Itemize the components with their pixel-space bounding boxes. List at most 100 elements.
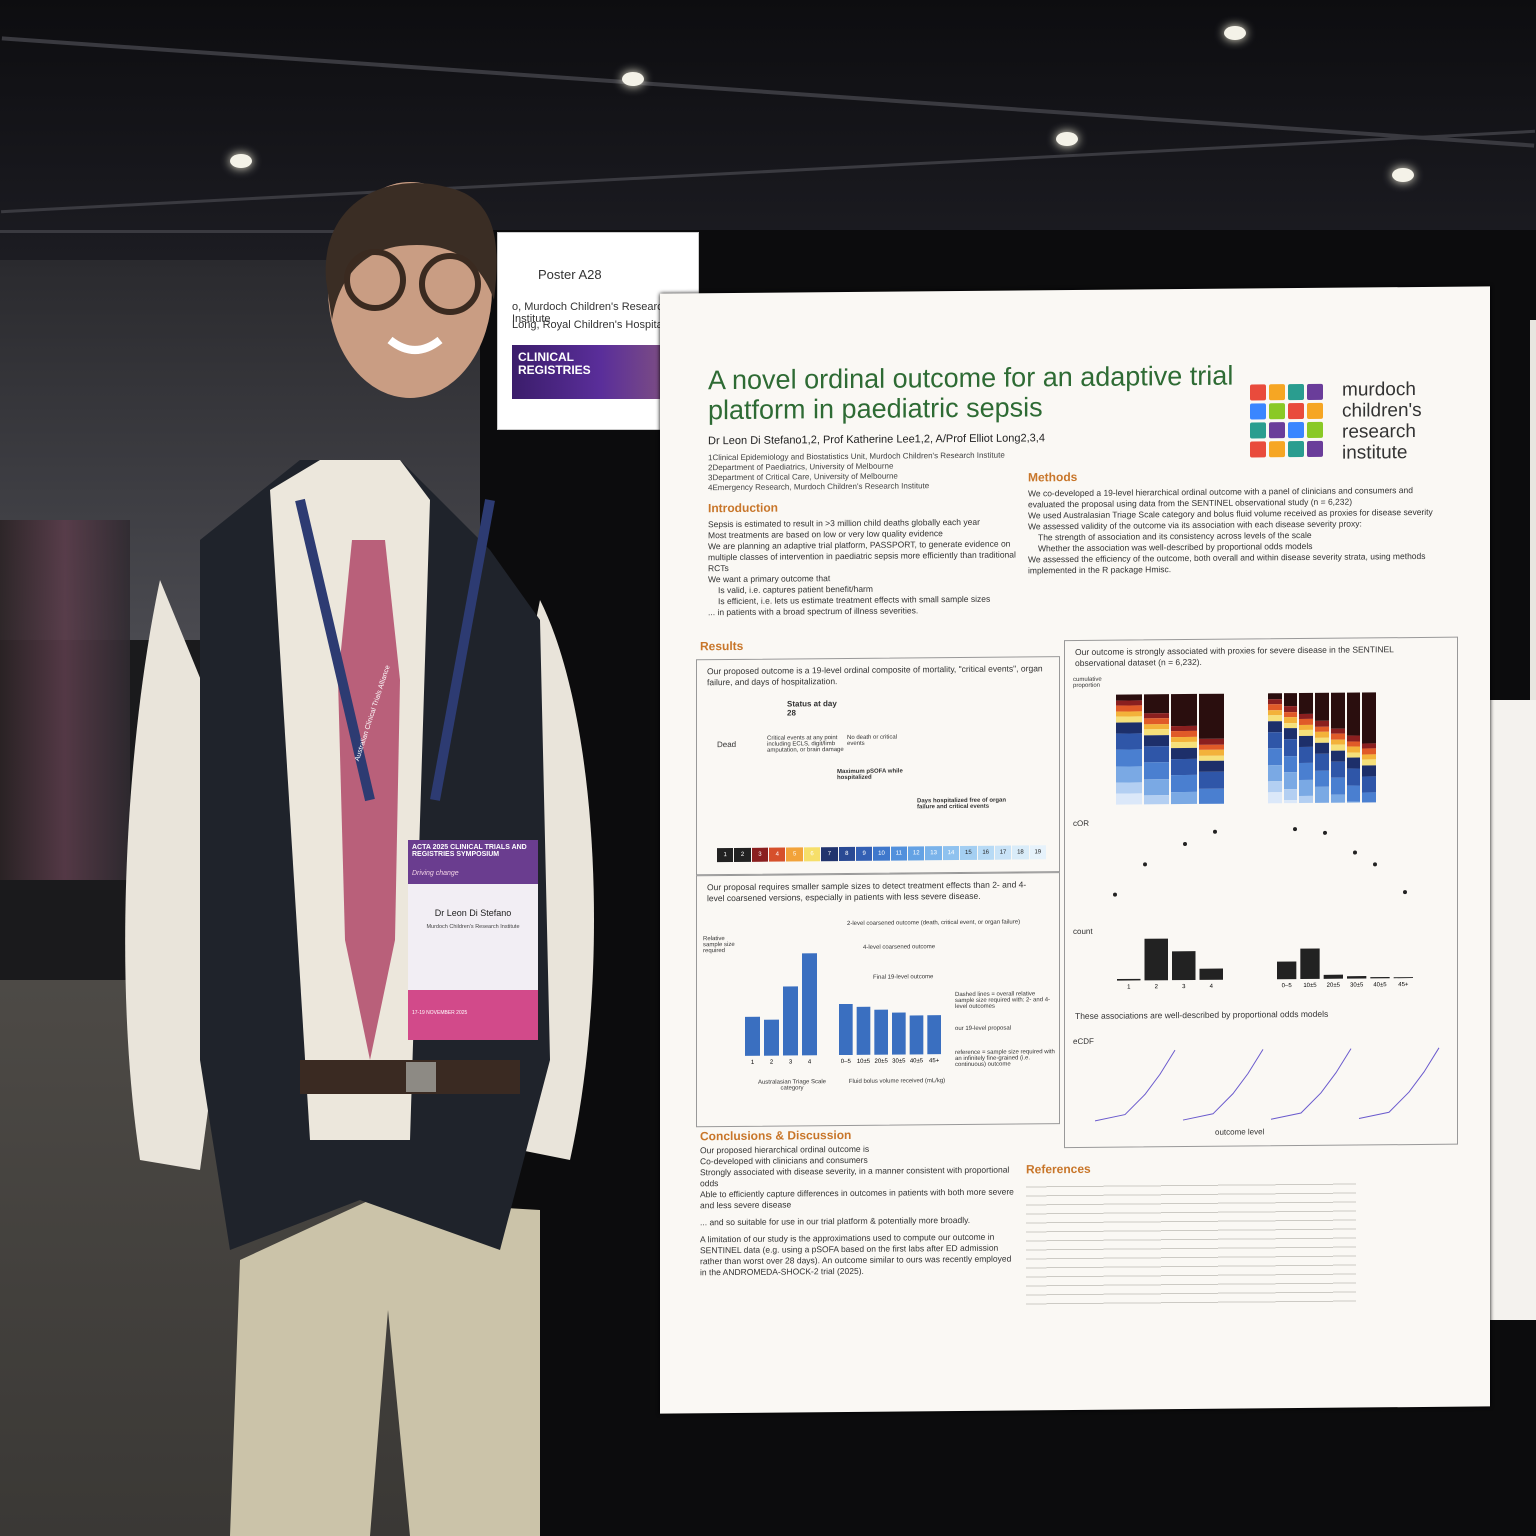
references-heading: References — [1026, 1161, 1091, 1177]
count-chart-fluid: 0–5 10±5 20±5 30±5 40±5 45+ — [1277, 948, 1413, 989]
scale-level: 12 — [908, 846, 925, 861]
chart-bar — [1199, 968, 1223, 980]
tick-label: 3 — [1182, 984, 1186, 990]
outcome-level-label: outcome level — [1215, 1127, 1265, 1137]
stacked-segment — [1330, 692, 1345, 729]
scale-level: 5 — [786, 847, 803, 862]
cor-point — [1293, 827, 1297, 832]
stacked-segment — [1330, 761, 1345, 778]
stacked-segment — [1362, 765, 1376, 777]
stacked-segment — [1116, 765, 1142, 783]
results-panel-association: Our outcome is strongly associated with … — [1064, 636, 1458, 1149]
chart-bar — [1172, 951, 1196, 981]
chart-bar — [745, 1016, 760, 1056]
stacked-segment — [1315, 753, 1329, 771]
stacked-segment — [1171, 693, 1197, 727]
badge-event: ACTA 2025 CLINICAL TRIALS AND REGISTRIES… — [412, 844, 527, 858]
scale-level: 17 — [994, 845, 1012, 860]
cor-point — [1113, 892, 1117, 897]
stacked-segment — [1268, 720, 1282, 732]
cor-point — [1323, 830, 1327, 835]
chart-bar — [1347, 976, 1367, 979]
stacked-segment — [1143, 762, 1169, 780]
stacked-segment — [1198, 771, 1224, 789]
tick-label: 1 — [751, 1060, 755, 1066]
methods-heading: Methods — [1028, 469, 1078, 485]
stacked-segment — [1330, 794, 1345, 803]
stacked-segment — [1330, 777, 1345, 795]
logo-tile — [1307, 421, 1323, 438]
logo-tile — [1250, 422, 1266, 439]
stacked-segment — [1283, 772, 1298, 789]
stacked-segment — [1143, 734, 1169, 747]
badge-org: Murdoch Children's Research Institute — [426, 924, 520, 930]
ecdf-line — [1270, 1048, 1352, 1120]
results-heading: Results — [700, 638, 744, 654]
scale-level: 10 — [873, 846, 890, 861]
stacked-segment — [1268, 764, 1282, 782]
count-label: count — [1073, 926, 1093, 937]
mcri-logo: murdoch children's research institute — [1250, 379, 1470, 471]
stacked-segment — [1171, 775, 1197, 793]
tree-days: Days hospitalized free of organ failure … — [917, 797, 1007, 811]
final-note: Final 19-level outcome — [873, 974, 934, 981]
research-poster: A novel ordinal outcome for an adaptive … — [660, 286, 1490, 1414]
scale-level: 1 — [717, 847, 734, 863]
conclusion-line: ... and so suitable for use in our trial… — [700, 1214, 971, 1228]
poster-title: A novel ordinal outcome for an adaptive … — [708, 360, 1234, 426]
tick-label: 45+ — [929, 1058, 940, 1064]
logo-tile — [1250, 384, 1266, 401]
tick-label: 3 — [789, 1059, 793, 1065]
chart-bar — [874, 1009, 888, 1055]
logo-tile — [1288, 403, 1304, 420]
stacked-segment — [1346, 757, 1361, 769]
stacked-segment — [1346, 801, 1361, 803]
tick-label: 0–5 — [1282, 983, 1293, 989]
scale-level: 15 — [960, 845, 977, 861]
ordinal-scale-strip: 1 2 3 4 5 6 7 8 9 10 11 12 13 14 15 16 17 18 19 — [717, 845, 1047, 863]
stacked-segment — [1330, 750, 1345, 762]
badge-tagline: Driving change — [412, 870, 459, 877]
logo-tile — [1250, 403, 1266, 420]
cor-label: cOR — [1073, 818, 1089, 829]
stacked-segment — [1299, 763, 1314, 780]
relative-sample-size-label: Relative sample size required — [703, 936, 735, 955]
stacked-segment — [1143, 694, 1169, 714]
results-box3-text: Our outcome is strongly associated with … — [1075, 644, 1394, 668]
ecdf-line — [1095, 1049, 1176, 1122]
conclusion-line: Strongly associated with disease severit… — [700, 1164, 1010, 1189]
stacked-segment — [1283, 755, 1298, 773]
stacked-segment — [1116, 749, 1142, 767]
logo-tile — [1269, 384, 1285, 401]
name-badge: ACTA 2025 CLINICAL TRIALS AND REGISTRIES… — [408, 840, 538, 1040]
stacked-segment — [1315, 742, 1329, 755]
chart-bar — [1144, 938, 1168, 981]
logo-tiles — [1250, 383, 1326, 463]
scale-level: 18 — [1012, 845, 1029, 860]
stacked-segment — [1299, 735, 1314, 747]
dashed-note: Dashed lines = overall relative sample s… — [955, 991, 1051, 1011]
sample-size-chart-fluid: 0–5 10±5 20±5 30±5 40±5 45+ — [839, 1003, 942, 1065]
results-box4-text: These associations are well-described by… — [1075, 1008, 1329, 1021]
scale-level: 6 — [803, 847, 821, 862]
fluid-axis-label: Fluid bolus volume received (mL/kg) — [848, 1078, 946, 1085]
two-level-note: 2-level coarsened outcome (death, critic… — [847, 919, 1021, 927]
scale-level: 7 — [821, 847, 838, 862]
stacked-segment — [1198, 693, 1224, 740]
tick-label: 20±5 — [875, 1059, 889, 1065]
tree-critical: Critical events at any point including E… — [767, 735, 844, 754]
cor-point — [1353, 850, 1357, 855]
logo-tile — [1288, 441, 1304, 458]
stacked-chart-fluid — [1267, 692, 1447, 837]
logo-tile — [1269, 422, 1285, 439]
stacked-segment — [1116, 732, 1142, 750]
scale-level: 9 — [855, 846, 873, 861]
four-level-note: 4-level coarsened outcome — [863, 944, 936, 951]
conclusion-line: Able to efficiently capture differences … — [700, 1186, 1014, 1211]
logo-tile — [1269, 441, 1285, 458]
chart-bar — [802, 953, 817, 1056]
results-box2-text: Our proposal requires smaller sample siz… — [707, 879, 1027, 904]
chart-bar — [856, 1006, 871, 1055]
ceiling-light — [1056, 132, 1078, 146]
chart-bar — [783, 986, 798, 1056]
